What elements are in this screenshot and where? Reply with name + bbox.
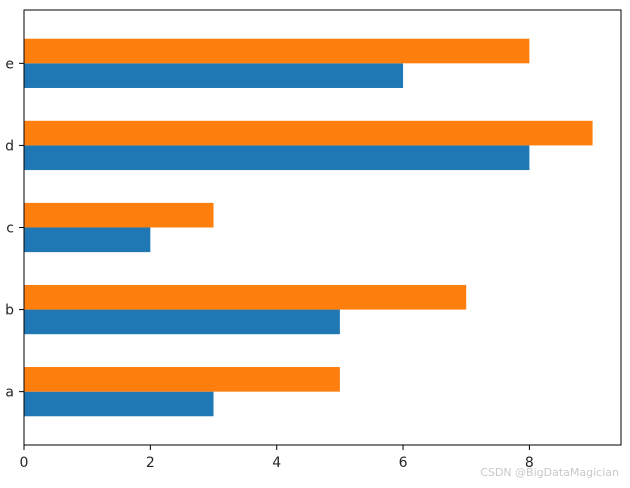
y-tick-label-d: d	[5, 138, 14, 154]
bar-series2-a	[24, 367, 340, 392]
y-tick-label-e: e	[5, 56, 14, 72]
watermark: CSDN @BigDataMagician	[480, 466, 619, 479]
bar-series1-c	[24, 227, 151, 253]
y-tick-label-b: b	[5, 303, 14, 319]
x-tick-label: 6	[399, 455, 408, 471]
bar-series2-c	[24, 202, 214, 228]
bar-series2-e	[24, 38, 530, 64]
x-tick-label: 0	[20, 455, 29, 471]
y-tick-label-a: a	[5, 385, 14, 401]
x-axis-ticks: 0 2 4 6 8	[20, 445, 534, 471]
x-tick-label: 2	[146, 455, 155, 471]
x-tick-label: 4	[272, 455, 281, 471]
bar-series1-a	[24, 391, 214, 417]
y-tick-label-c: c	[6, 221, 14, 237]
bar-series1-d	[24, 145, 530, 171]
bar-series1-e	[24, 63, 404, 88]
bars-layer	[24, 38, 593, 417]
bar-series2-d	[24, 120, 593, 146]
bar-series1-b	[24, 309, 340, 335]
x-tick-label: 8	[525, 455, 534, 471]
bar-series2-b	[24, 284, 467, 310]
y-axis-ticks: a b c d e	[5, 56, 24, 401]
